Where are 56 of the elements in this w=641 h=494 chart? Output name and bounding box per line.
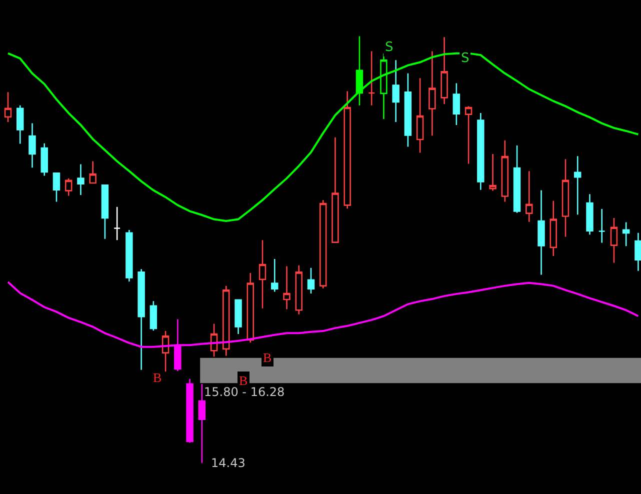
candlestick bbox=[513, 144, 521, 214]
candlestick bbox=[283, 266, 290, 310]
candlestick bbox=[113, 206, 121, 241]
candlestick bbox=[52, 172, 60, 202]
candlestick bbox=[586, 193, 594, 236]
candlestick bbox=[562, 158, 570, 238]
candlestick bbox=[307, 267, 315, 294]
candlestick bbox=[634, 232, 641, 272]
candlestick bbox=[440, 36, 448, 105]
annotation: 14.43 bbox=[211, 456, 246, 470]
candlestick bbox=[186, 378, 194, 444]
annotation: S bbox=[461, 51, 470, 66]
candlestick bbox=[101, 184, 109, 240]
candlestick bbox=[295, 264, 302, 316]
candlestick bbox=[550, 200, 557, 257]
candlestick bbox=[344, 90, 351, 210]
candlestick bbox=[64, 178, 72, 196]
candlestick bbox=[77, 164, 84, 196]
candlestick bbox=[489, 153, 496, 192]
candlestick bbox=[368, 50, 376, 106]
candlestick bbox=[150, 300, 158, 332]
candlestick bbox=[452, 82, 460, 126]
candlestick bbox=[28, 122, 36, 168]
candlestick bbox=[271, 258, 278, 292]
candlestick bbox=[404, 72, 412, 148]
candlestick bbox=[526, 170, 533, 222]
candlestick bbox=[258, 240, 266, 310]
candlestick bbox=[126, 229, 133, 282]
candlestick bbox=[416, 77, 424, 154]
candlestick bbox=[501, 140, 509, 202]
candlestick bbox=[574, 155, 582, 216]
annotation: B bbox=[153, 370, 162, 385]
candlestick bbox=[234, 299, 242, 335]
candlestick bbox=[477, 112, 484, 190]
candlestick bbox=[538, 190, 545, 276]
candlestick bbox=[16, 104, 24, 144]
candlestick bbox=[332, 136, 339, 243]
candlestick bbox=[89, 160, 96, 184]
candlestick bbox=[162, 330, 170, 372]
annotation: B bbox=[239, 373, 248, 388]
candlestick bbox=[222, 285, 230, 356]
candlestick bbox=[622, 222, 630, 247]
candlestick bbox=[464, 106, 472, 164]
candlestick bbox=[610, 217, 618, 264]
candlestick bbox=[246, 272, 254, 344]
candlestick bbox=[138, 268, 145, 371]
annotation: S bbox=[385, 40, 394, 55]
candlestick bbox=[598, 208, 606, 244]
candlestick bbox=[319, 199, 327, 290]
candlestick bbox=[198, 383, 206, 464]
band-label: 15.80 - 16.28 bbox=[204, 385, 285, 399]
annotation: B bbox=[263, 350, 272, 365]
candlestick bbox=[392, 60, 400, 123]
candlestick bbox=[40, 142, 48, 176]
candlestick bbox=[428, 50, 436, 136]
candlestick bbox=[4, 92, 12, 123]
